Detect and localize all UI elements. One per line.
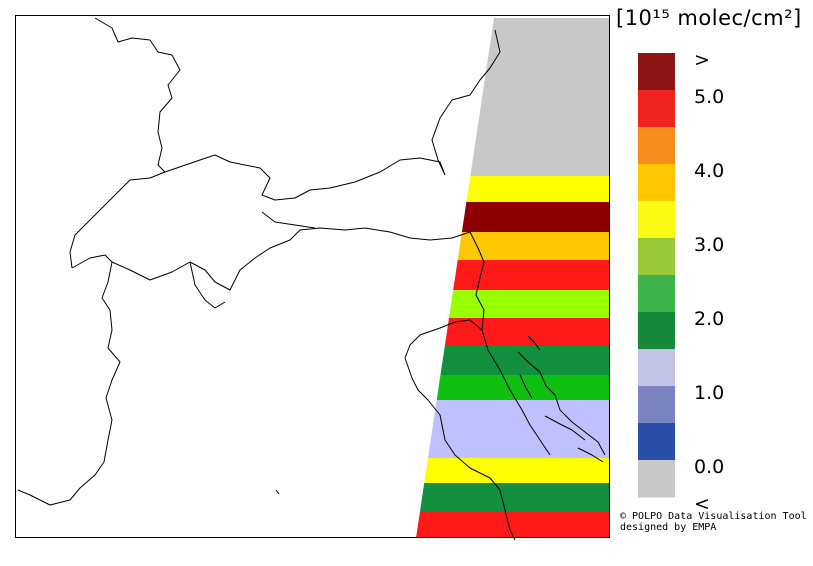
colorbar-unit-label: [10¹⁵ molec/cm²] — [616, 6, 802, 30]
colorbar-swatch — [638, 312, 675, 350]
colorbar-swatch — [638, 423, 675, 461]
colorbar-swatch — [638, 275, 675, 313]
colorbar-swatch — [638, 349, 675, 387]
satellite-swath — [416, 18, 610, 538]
colorbar-swatch — [638, 201, 675, 239]
colorbar-swatch — [638, 460, 675, 498]
colorbar-tick-label: 1.0 — [694, 382, 725, 404]
swath-band — [444, 318, 610, 346]
colorbar-swatch — [638, 386, 675, 424]
swath-band — [416, 512, 610, 538]
swath-band — [440, 346, 610, 375]
swath-band — [461, 202, 610, 232]
colorbar-tick-label: 4.0 — [694, 160, 725, 182]
colorbar-tick-label: 0.0 — [694, 456, 725, 478]
map-frame — [15, 15, 610, 538]
colorbar-swatch — [638, 90, 675, 128]
swath-band — [449, 290, 610, 318]
colorbar-tick-label: < — [694, 493, 710, 515]
country-borders — [17, 17, 606, 541]
colorbar-swatch — [638, 53, 675, 91]
swath-band — [436, 375, 610, 400]
colorbar-tick-label: > — [694, 49, 710, 71]
colorbar-tick-label: 2.0 — [694, 308, 725, 330]
swath-band — [466, 176, 610, 202]
credit-line-2: designed by EMPA — [620, 522, 717, 533]
swath-band — [419, 483, 610, 512]
colorbar-swatch — [638, 127, 675, 165]
swath-band — [424, 458, 610, 483]
credit-line-1: © POLPO Data Visualisation Tool — [620, 511, 807, 522]
swath-band — [453, 260, 610, 290]
colorbar-swatch — [638, 238, 675, 276]
swath-band — [470, 18, 610, 176]
swath-band — [457, 232, 610, 260]
colorbar — [638, 53, 675, 498]
swath-band — [428, 400, 610, 458]
colorbar-tick-label: 5.0 — [694, 86, 725, 108]
colorbar-swatch — [638, 164, 675, 202]
colorbar-tick-label: 3.0 — [694, 234, 725, 256]
